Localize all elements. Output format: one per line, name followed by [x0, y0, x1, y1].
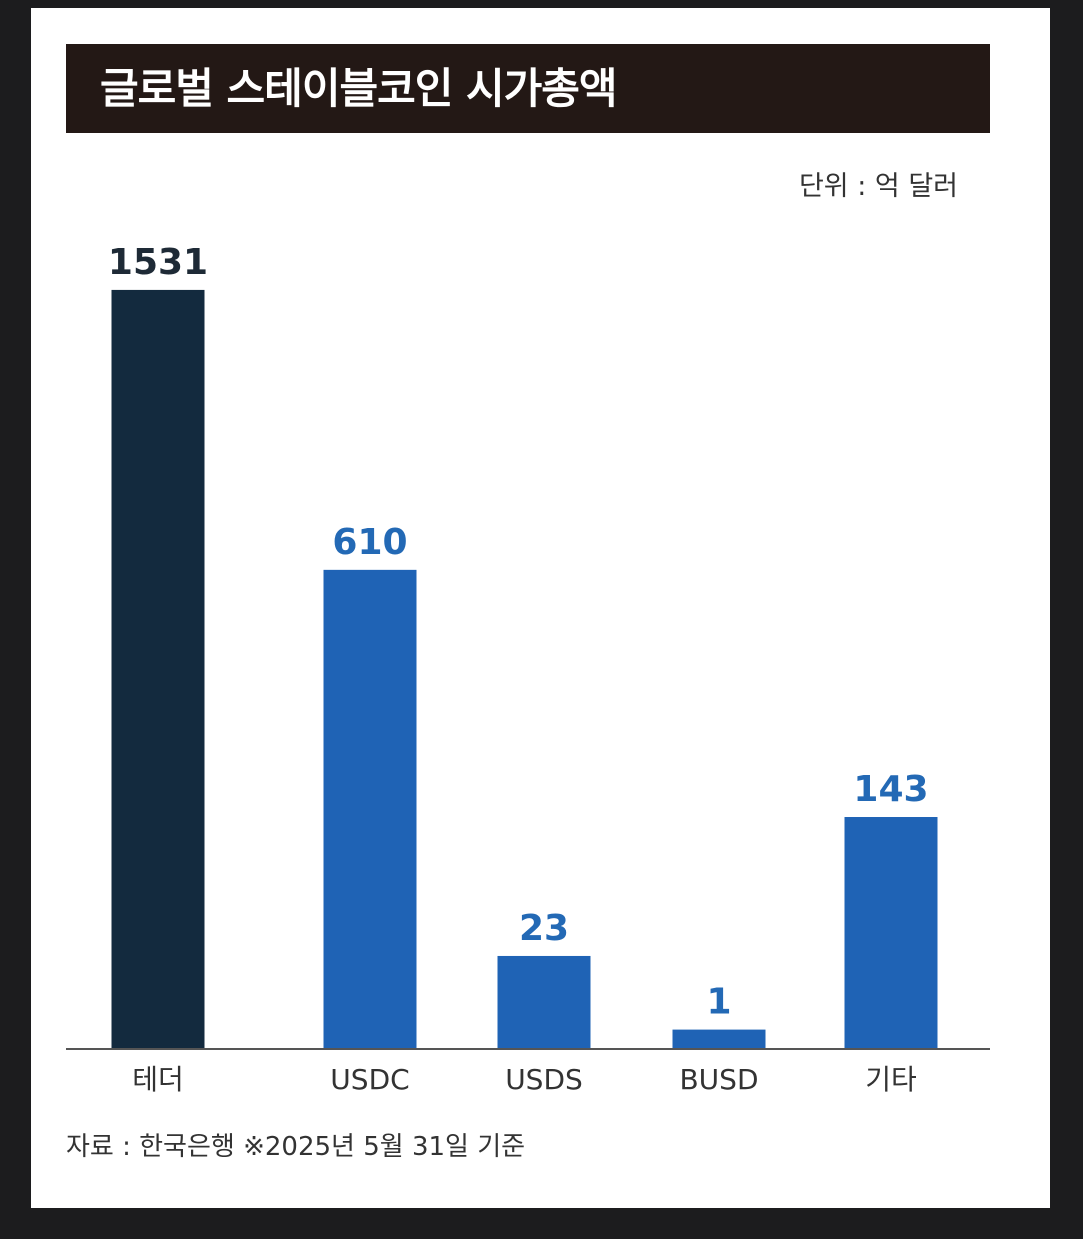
category-label-3: BUSD: [679, 1063, 758, 1096]
category-label-1: USDC: [330, 1063, 409, 1096]
unit-label: 단위 : 억 달러: [798, 171, 958, 202]
value-label-0: 1531: [108, 242, 208, 283]
chart-title: 글로벌 스테이블코인 시가총액: [100, 64, 618, 113]
chart-card: 글로벌 스테이블코인 시가총액 단위 : 억 달러 1531 610 23 1 143 …: [31, 8, 1050, 1208]
value-label-3: 1: [706, 982, 731, 1023]
bar-2: [497, 955, 591, 1049]
category-label-2: USDS: [505, 1063, 583, 1096]
bar-3: [672, 1029, 766, 1049]
title-bar: 글로벌 스테이블코인 시가총액: [66, 44, 990, 133]
value-label-4: 143: [853, 769, 928, 810]
bar-chart: 1531 610 23 1 143 테더 USDC USDS BUSD 기타: [66, 242, 990, 1096]
category-label-4: 기타: [865, 1063, 917, 1096]
bar-1: [323, 569, 417, 1049]
bar-0: [111, 289, 205, 1050]
value-label-1: 610: [332, 522, 407, 563]
source-note: 자료 : 한국은행 ※2025년 5월 31일 기준: [66, 1132, 526, 1162]
category-label-0: 테더: [132, 1063, 184, 1096]
value-label-2: 23: [519, 908, 569, 949]
bar-4: [844, 817, 938, 1049]
